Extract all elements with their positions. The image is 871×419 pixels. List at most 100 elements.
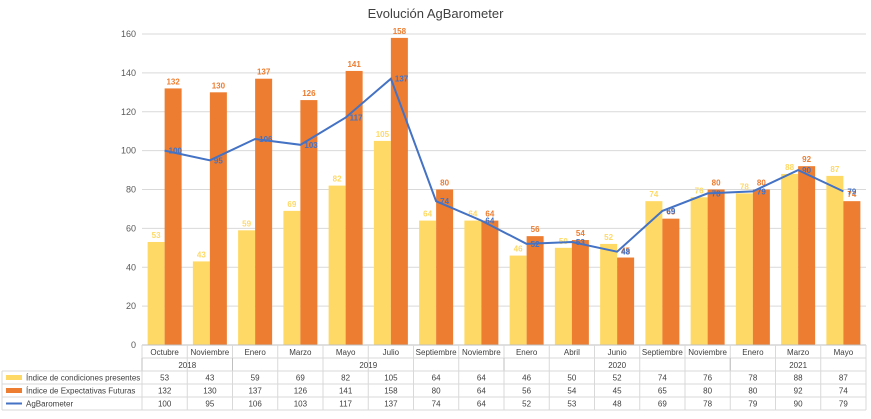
bar xyxy=(255,78,273,346)
line-value-label: 103 xyxy=(304,141,318,150)
table-cell: 79 xyxy=(839,400,848,409)
table-cell: 79 xyxy=(748,400,757,409)
table-cell: 65 xyxy=(658,387,667,396)
table-cell: 69 xyxy=(296,374,305,383)
table-cell: 52 xyxy=(522,400,531,409)
bar xyxy=(436,189,454,345)
line-value-label: 90 xyxy=(802,166,811,175)
line-value-label: 100 xyxy=(169,147,183,156)
bar xyxy=(464,220,482,345)
x-tick-label: Enero xyxy=(516,348,538,357)
line-value-label: 79 xyxy=(757,187,766,196)
table-cell: 80 xyxy=(703,387,712,396)
table-cell: 54 xyxy=(567,387,576,396)
table-cell: 64 xyxy=(477,400,486,409)
bar xyxy=(147,241,165,345)
bar xyxy=(345,70,363,346)
table-cell: 69 xyxy=(658,400,667,409)
x-tick-label: Noviembre xyxy=(688,348,727,357)
x-tick-label: Abril xyxy=(564,348,580,357)
bar xyxy=(373,140,391,345)
bar-value-label: 82 xyxy=(333,175,342,184)
table-cell: 59 xyxy=(251,374,260,383)
table-cell: 80 xyxy=(432,387,441,396)
bar-value-label: 80 xyxy=(440,179,449,188)
bar-value-label: 80 xyxy=(712,179,721,188)
line-value-label: 117 xyxy=(350,114,363,123)
y-tick-label: 120 xyxy=(121,107,136,117)
table-cell: 43 xyxy=(205,374,214,383)
bar-value-label: 158 xyxy=(393,27,407,36)
bar xyxy=(526,236,544,345)
bar-value-label: 126 xyxy=(302,89,316,98)
y-tick-label: 20 xyxy=(126,301,136,311)
bar xyxy=(781,173,799,345)
line-value-label: 78 xyxy=(712,189,721,198)
year-label: 2018 xyxy=(178,361,196,370)
legend-label: Índice de Expectativas Futuras xyxy=(26,387,135,396)
y-tick-label: 0 xyxy=(131,340,136,350)
table-cell: 76 xyxy=(703,374,712,383)
bar xyxy=(283,210,301,345)
table-cell: 50 xyxy=(567,374,576,383)
bar-value-label: 65 xyxy=(666,208,675,217)
bar-value-label: 59 xyxy=(242,219,251,228)
bar-value-label: 54 xyxy=(576,229,585,238)
bar-value-label: 141 xyxy=(347,60,361,69)
x-tick-label: Marzo xyxy=(787,348,810,357)
table-cell: 56 xyxy=(522,387,531,396)
y-tick-label: 40 xyxy=(126,262,136,272)
line-value-label: 95 xyxy=(214,156,223,165)
table-cell: 126 xyxy=(294,387,308,396)
x-tick-label: Noviembre xyxy=(191,348,230,357)
y-tick-label: 80 xyxy=(126,185,136,195)
table-cell: 158 xyxy=(384,387,398,396)
bar-value-label: 64 xyxy=(468,210,477,219)
line-value-label: 137 xyxy=(395,75,409,84)
table-cell: 87 xyxy=(839,374,848,383)
bar xyxy=(419,220,437,345)
bar xyxy=(571,240,589,345)
y-tick-label: 140 xyxy=(121,68,136,78)
bar-value-label: 78 xyxy=(740,182,749,191)
x-tick-label: Mayo xyxy=(834,348,854,357)
table-cell: 117 xyxy=(339,400,352,409)
bar-value-label: 52 xyxy=(604,233,613,242)
legend-key xyxy=(6,388,22,393)
bar xyxy=(554,247,572,345)
table-cell: 48 xyxy=(613,400,622,409)
bar xyxy=(690,197,708,345)
bar xyxy=(752,189,770,345)
table-cell: 130 xyxy=(203,387,217,396)
table-cell: 53 xyxy=(160,374,169,383)
bar-value-label: 53 xyxy=(152,231,161,240)
table-cell: 88 xyxy=(794,374,803,383)
table-cell: 78 xyxy=(748,374,757,383)
bar-value-label: 56 xyxy=(531,225,540,234)
x-tick-label: Noviembre xyxy=(462,348,501,357)
table-cell: 74 xyxy=(839,387,848,396)
table-cell: 74 xyxy=(658,374,667,383)
year-label: 2019 xyxy=(359,361,377,370)
year-label: 2021 xyxy=(789,361,807,370)
bar-value-label: 69 xyxy=(287,200,296,209)
bar-value-label: 132 xyxy=(166,77,180,86)
line-value-label: 48 xyxy=(621,248,630,257)
bar-value-label: 64 xyxy=(485,210,494,219)
bar-value-label: 74 xyxy=(847,190,856,199)
y-tick-label: 160 xyxy=(121,29,136,39)
x-tick-label: Marzo xyxy=(289,348,312,357)
x-tick-label: Junio xyxy=(608,348,628,357)
table-cell: 95 xyxy=(205,400,214,409)
legend-label: Índice de condiciones presentes xyxy=(26,374,140,383)
line-value-label: 53 xyxy=(576,238,585,247)
x-tick-label: Septiembre xyxy=(416,348,457,357)
bar-value-label: 130 xyxy=(212,81,226,90)
legend-key xyxy=(6,375,22,380)
bar xyxy=(509,255,527,345)
bar xyxy=(707,189,725,345)
bar xyxy=(843,201,861,345)
chart-title: Evolución AgBarometer xyxy=(367,6,504,21)
table-cell: 46 xyxy=(522,374,531,383)
